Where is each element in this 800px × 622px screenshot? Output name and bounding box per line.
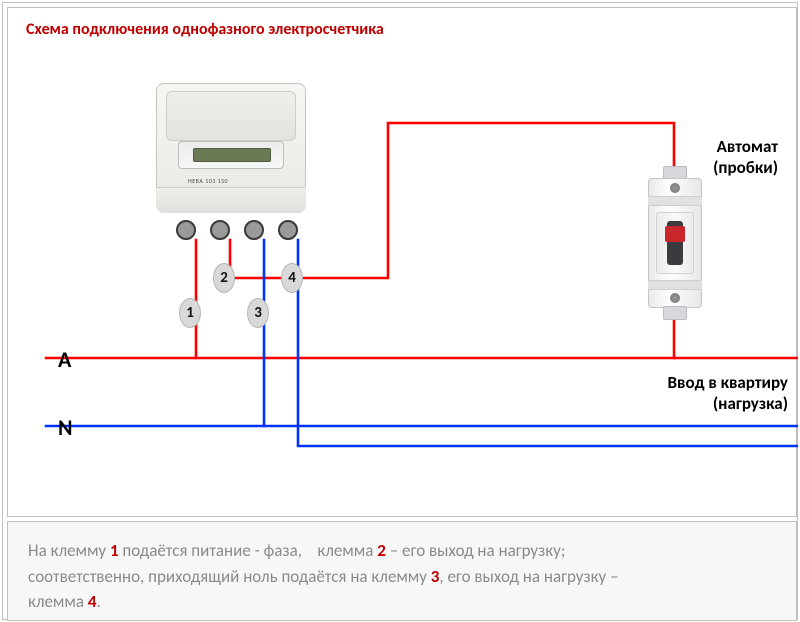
desc-text: , его выход на нагрузку – [439,566,618,587]
breaker-band [648,280,702,290]
neutral-letter-label: N [58,414,73,441]
breaker-band [648,196,702,206]
terminal-dot-2 [210,220,230,240]
desc-term-4: 4 [88,591,97,612]
breaker-bottom-terminal [663,306,687,320]
circuit-breaker [648,178,702,308]
breaker-switch [665,226,685,242]
breaker-screw-icon [670,293,680,303]
terminal-dot-4 [278,220,298,240]
terminal-label-1: 1 [179,298,201,328]
load-caption-l1: Ввод в квартиру [668,372,789,393]
load-caption-l2: (нагрузка) [713,393,788,414]
desc-term-1: 1 [110,540,119,561]
meter-bottom-rail [156,187,306,213]
terminal-dot-1 [176,220,196,240]
desc-text: соответственно, приходящий ноль подаётся… [28,566,431,587]
meter-lcd-icon [193,148,271,162]
desc-term-2: 2 [377,540,386,561]
desc-text: клемма [28,591,88,612]
breaker-caption-l1: Автомат [717,136,778,157]
outer-frame: Схема подключения однофазного электросче… [2,2,798,620]
terminal-label-4: 4 [281,263,303,293]
desc-text: На клемму [28,540,110,561]
description-box: На клемму 1 подаётся питание - фаза, кле… [7,521,797,621]
diagram-panel: Схема подключения однофазного электросче… [7,7,797,517]
breaker-caption: Автомат (пробки) [628,136,778,178]
breaker-caption-l2: (пробки) [713,157,778,178]
terminal-dot-3 [244,220,264,240]
load-caption: Ввод в квартиру (нагрузка) [608,372,788,414]
desc-text: – его выход на нагрузку; [386,540,566,561]
phase-letter-label: А [58,346,71,373]
terminal-label-2: 2 [213,263,235,293]
desc-text: . [97,591,101,612]
terminal-label-3: 3 [247,298,269,328]
desc-text: подаётся питание - фаза, клемма [119,540,378,561]
electric-meter: НЕВА 103 1S0 [156,83,306,213]
diagram-title: Схема подключения однофазного электросче… [26,20,384,39]
breaker-screw-icon [670,183,680,193]
meter-display [178,141,284,169]
meter-model-text: НЕВА 103 1S0 [188,177,228,185]
meter-top-panel [166,91,296,141]
